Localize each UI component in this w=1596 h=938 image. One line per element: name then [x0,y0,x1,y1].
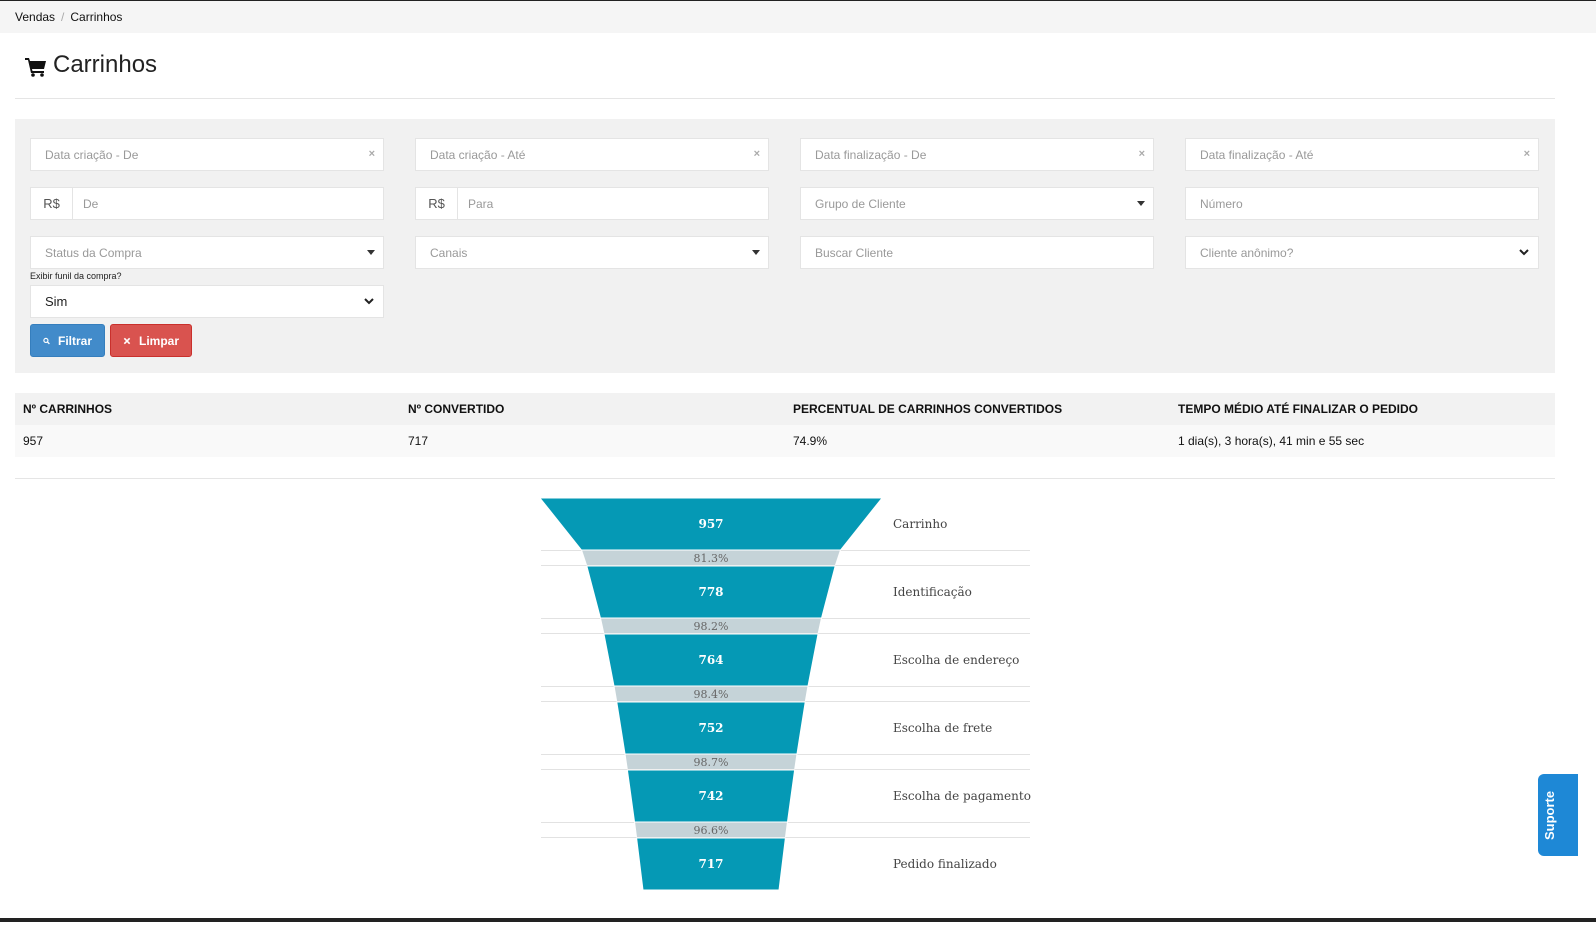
conversion-rate-value: 74.9% [793,434,828,448]
summary-table: Nº CARRINHOS Nº CONVERTIDO PERCENTUAL DE… [15,393,1555,457]
breadcrumb-item-carrinhos: Carrinhos [70,10,123,24]
funnel-conversion-label: 98.7% [694,756,729,769]
date-finished-from-input[interactable]: Data finalização - De × [800,138,1154,171]
header-converted-count: Nº CONVERTIDO [408,402,505,416]
clear-button[interactable]: Limpar [110,324,192,357]
funnel-stage-value: 764 [698,653,723,667]
date-finished-to-input[interactable]: Data finalização - Até × [1185,138,1539,171]
header-conversion-rate: PERCENTUAL DE CARRINHOS CONVERTIDOS [793,402,1063,416]
funnel-stage-value: 742 [698,789,723,803]
funnel-conversion-label: 98.4% [694,688,729,701]
funnel-stage-value: 957 [698,517,723,531]
show-funnel-label: Exibir funil da compra? [30,271,122,281]
caret-down-icon [752,250,760,255]
chevron-down-icon [1519,249,1529,256]
funnel-stage-label: Escolha de frete [893,721,992,735]
funnel-stage [636,837,786,891]
number-input[interactable]: Número [1185,187,1539,220]
support-label: Suporte [1542,790,1557,840]
clear-icon[interactable]: × [368,148,375,160]
breadcrumb-item-vendas[interactable]: Vendas [15,10,56,24]
top-border [0,0,1596,1]
caret-down-icon [1137,201,1145,206]
funnel-stage-label: Pedido finalizado [893,857,997,871]
cart-count-value: 957 [23,434,44,448]
value-to-input[interactable]: R$ Para [415,187,769,220]
close-icon [123,337,131,344]
date-created-from-input[interactable]: Data criação - De × [30,138,384,171]
anonymous-customer-select[interactable]: Cliente anônimo? [1185,236,1539,269]
funnel-stage-label: Carrinho [893,517,947,531]
funnel-stage-value: 717 [698,857,723,871]
date-created-to-input[interactable]: Data criação - Até × [415,138,769,171]
summary-table-header: Nº CARRINHOS Nº CONVERTIDO PERCENTUAL DE… [15,393,1555,425]
channels-select[interactable]: Canais [415,236,769,269]
clear-icon[interactable]: × [1138,148,1145,160]
customer-group-select[interactable]: Grupo de Cliente [800,187,1154,220]
funnel-stage-label: Identificação [893,585,972,599]
breadcrumb-separator: / [61,10,65,24]
funnel-stage-value: 778 [698,585,723,599]
header-average-time: TEMPO MÉDIO ATÉ FINALIZAR O PEDIDO [1178,402,1418,416]
average-time-value: 1 dia(s), 3 hora(s), 41 min e 55 sec [1178,434,1365,448]
value-from-input[interactable]: R$ De [30,187,384,220]
funnel-conversion-label: 96.6% [694,824,729,837]
filter-button[interactable]: Filtrar [30,324,105,357]
clear-icon[interactable]: × [1523,148,1530,160]
header-cart-count: Nº CARRINHOS [23,402,113,416]
page-title: Carrinhos [53,51,158,78]
table-row: 957 717 74.9% 1 dia(s), 3 hora(s), 41 mi… [15,425,1555,457]
filter-panel: Data criação - De × Data criação - Até ×… [15,119,1555,373]
purchase-funnel-chart: 957 Carrinho 81.3% 778 Identificação 98.2% 764… [538,497,1031,891]
page-header: Carrinhos [15,33,1555,99]
bottom-border [0,918,1596,922]
funnel-conversion-label: 98.2% [694,620,729,633]
funnel-stage-label: Escolha de endereço [893,653,1019,667]
clear-icon[interactable]: × [753,148,760,160]
chevron-down-icon [364,298,374,305]
caret-down-icon [367,250,375,255]
shopping-cart-icon [25,58,46,77]
converted-count-value: 717 [408,434,429,448]
support-tab[interactable]: Suporte [1538,774,1578,856]
section-divider [15,478,1555,479]
funnel-conversion-label: 81.3% [694,552,729,565]
currency-addon: R$ [416,188,458,219]
show-funnel-select[interactable]: Sim [30,285,384,318]
purchase-status-select[interactable]: Status da Compra [30,236,384,269]
funnel-stage-label: Escolha de pagamento [893,789,1031,803]
breadcrumb: Vendas / Carrinhos [0,1,1596,33]
currency-addon: R$ [31,188,73,219]
search-customer-input[interactable]: Buscar Cliente [800,236,1154,269]
search-icon [43,337,50,344]
funnel-stage-value: 752 [698,721,723,735]
